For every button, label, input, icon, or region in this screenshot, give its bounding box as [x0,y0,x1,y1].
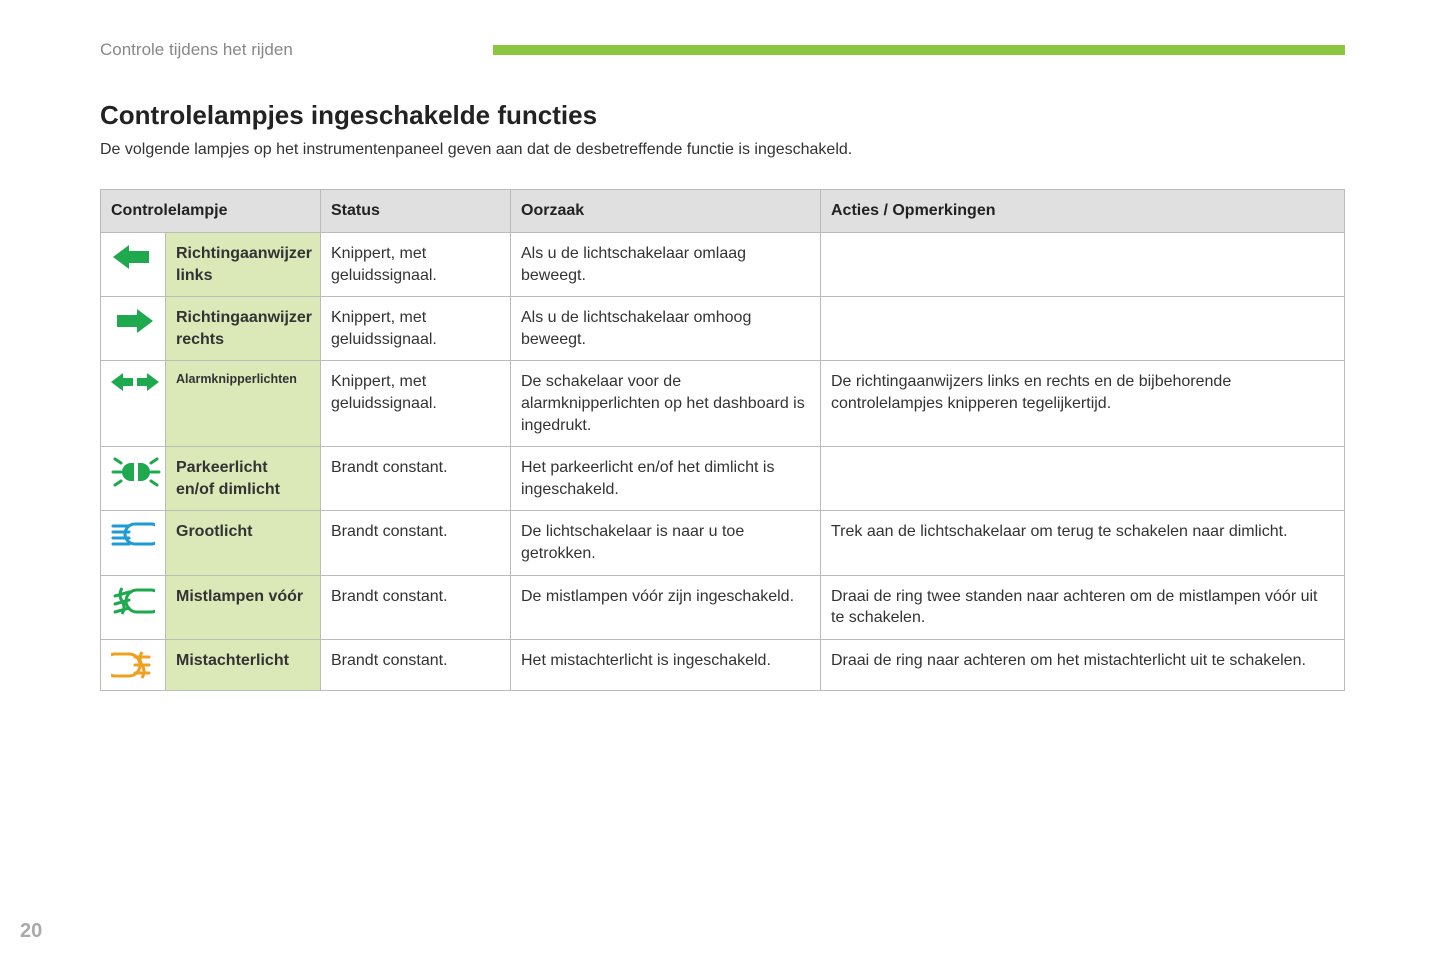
col-actions: Acties / Opmerkingen [821,190,1345,233]
lamp-actions: Trek aan de lichtschakelaar om terug te … [821,511,1345,575]
lamp-name: Alarmknipperlichten [166,361,321,447]
header-row: Controle tijdens het rijden [100,40,1345,60]
lamp-status: Knippert, met geluidssignaal. [321,361,511,447]
table-row: MistachterlichtBrandt constant.Het mista… [101,639,1345,690]
lamp-cause: De lichtschakelaar is naar u toe getrokk… [511,511,821,575]
table-row: Parkeerlicht en/of dimlichtBrandt consta… [101,447,1345,511]
table-row: Mistlampen vóórBrandt constant.De mistla… [101,575,1345,639]
turn-right-icon [101,297,166,361]
lamp-cause: Het mistachterlicht is ingeschakeld. [511,639,821,690]
accent-bar [493,45,1345,55]
fog-front-icon [101,575,166,639]
lamp-actions: De richtingaanwijzers links en rechts en… [821,361,1345,447]
lamp-name: Richtingaanwijzer rechts [166,297,321,361]
lamp-cause: Als u de lichtschakelaar omhoog beweegt. [511,297,821,361]
lamp-name: Mistlampen vóór [166,575,321,639]
page-title: Controlelampjes ingeschakelde functies [100,100,1345,131]
col-cause: Oorzaak [511,190,821,233]
lamp-status: Knippert, met geluidssignaal. [321,233,511,297]
col-status: Status [321,190,511,233]
parking-light-icon [101,447,166,511]
table-row: Richtingaanwijzer linksKnippert, met gel… [101,233,1345,297]
lamp-actions [821,297,1345,361]
turn-left-icon [101,233,166,297]
col-lamp: Controlelampje [101,190,321,233]
page: Controle tijdens het rijden Controlelamp… [0,0,1445,691]
intro-text: De volgende lampjes op het instrumentenp… [100,141,1345,159]
hazard-icon [101,361,166,447]
table-row: GrootlichtBrandt constant.De lichtschake… [101,511,1345,575]
lamp-cause: De mistlampen vóór zijn ingeschakeld. [511,575,821,639]
lamp-actions [821,447,1345,511]
lamp-status: Brandt constant. [321,575,511,639]
lamp-status: Brandt constant. [321,639,511,690]
page-number: 20 [20,920,42,943]
lamp-name: Grootlicht [166,511,321,575]
lamp-status: Knippert, met geluidssignaal. [321,297,511,361]
lamp-cause: Als u de lichtschakelaar omlaag beweegt. [511,233,821,297]
lamp-actions: Draai de ring naar achteren om het mista… [821,639,1345,690]
lamp-name: Parkeerlicht en/of dimlicht [166,447,321,511]
lamp-name: Richtingaanwijzer links [166,233,321,297]
table-row: Richtingaanwijzer rechtsKnippert, met ge… [101,297,1345,361]
table-row: AlarmknipperlichtenKnippert, met geluids… [101,361,1345,447]
lamp-actions: Draai de ring twee standen naar achteren… [821,575,1345,639]
fog-rear-icon [101,639,166,690]
lamp-actions [821,233,1345,297]
lamps-table: Controlelampje Status Oorzaak Acties / O… [100,189,1345,691]
lamp-status: Brandt constant. [321,447,511,511]
section-label: Controle tijdens het rijden [100,40,293,60]
high-beam-icon [101,511,166,575]
lamp-name: Mistachterlicht [166,639,321,690]
lamp-cause: Het parkeerlicht en/of het dimlicht is i… [511,447,821,511]
lamp-cause: De schakelaar voor de alarmknipperlichte… [511,361,821,447]
table-header-row: Controlelampje Status Oorzaak Acties / O… [101,190,1345,233]
lamp-status: Brandt constant. [321,511,511,575]
